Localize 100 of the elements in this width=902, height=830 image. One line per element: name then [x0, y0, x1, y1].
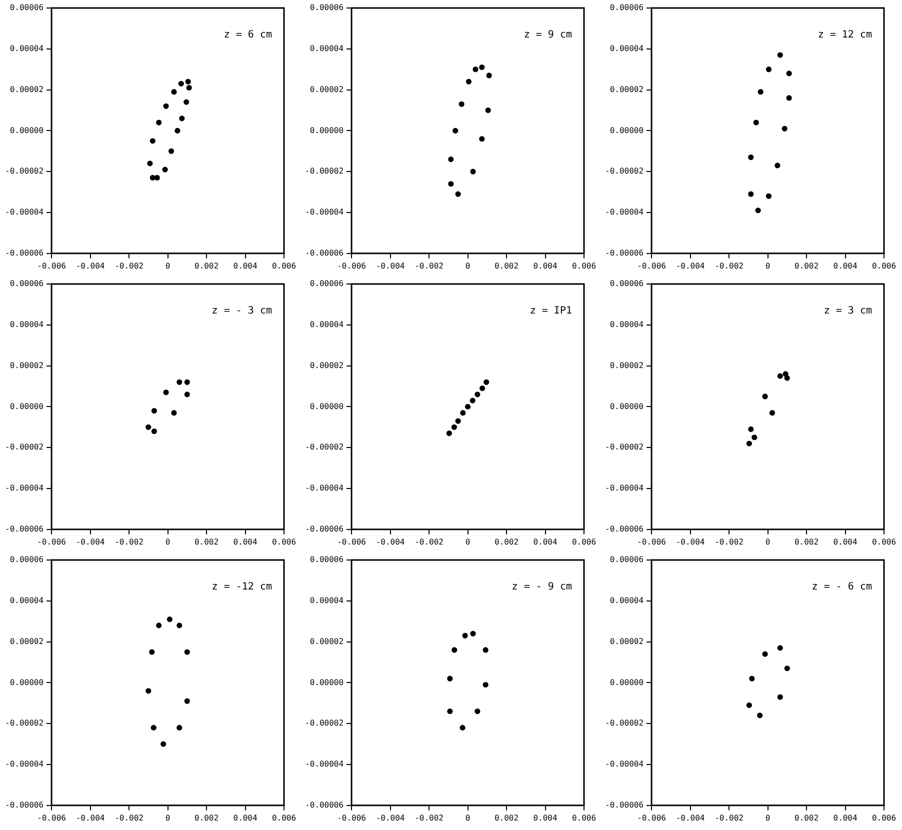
- point: [184, 99, 190, 105]
- y-tick-label: 0.00002: [310, 636, 344, 646]
- point: [479, 385, 486, 392]
- x-tick-label: 0.002: [194, 813, 219, 822]
- y-tick-label: -0.00004: [5, 208, 44, 217]
- x-tick-label: 0.004: [833, 537, 858, 546]
- y-tick-label: -0.00006: [305, 524, 344, 534]
- point: [154, 174, 160, 181]
- x-tick-label: 0.002: [794, 261, 819, 270]
- point: [755, 208, 761, 214]
- point: [163, 390, 169, 396]
- point: [766, 66, 772, 72]
- x-tick-label: -0.004: [76, 537, 105, 546]
- point: [176, 379, 182, 385]
- point: [184, 379, 190, 385]
- point: [786, 95, 792, 101]
- x-tick-label: -0.004: [376, 261, 405, 270]
- point: [782, 371, 788, 377]
- x-tick-label: 0.006: [572, 813, 596, 822]
- point: [147, 160, 153, 166]
- point: [151, 428, 158, 434]
- point: [176, 622, 182, 628]
- x-tick-label: 0: [765, 537, 770, 546]
- point: [472, 66, 478, 72]
- x-tick-label: 0.002: [794, 813, 819, 822]
- y-tick-label: 0.00002: [10, 84, 44, 94]
- point: [146, 424, 152, 430]
- y-tick-label: -0.00002: [605, 718, 644, 728]
- y-tick-label: 0.00004: [610, 44, 644, 53]
- point: [150, 138, 156, 144]
- annotation: z = - 6 cm: [812, 582, 872, 593]
- x-tick-label: 0.004: [233, 537, 258, 546]
- x-tick-label: -0.004: [676, 261, 705, 270]
- point: [474, 708, 480, 714]
- y-tick-label: -0.00002: [5, 718, 44, 728]
- x-tick-label: -0.004: [676, 813, 705, 822]
- x-tick-label: -0.004: [376, 813, 405, 822]
- point: [171, 410, 177, 416]
- annotation: z = - 3 cm: [212, 306, 272, 317]
- point: [485, 107, 491, 114]
- point: [163, 103, 169, 109]
- y-tick-label: 0.00000: [310, 678, 344, 687]
- point: [746, 702, 752, 708]
- point: [486, 72, 492, 78]
- x-tick-label: -0.004: [676, 537, 705, 546]
- x-tick-label: 0.002: [794, 537, 819, 546]
- x-tick-label: -0.002: [114, 813, 144, 822]
- x-tick-label: -0.002: [714, 813, 744, 822]
- x-tick-label: -0.004: [76, 261, 105, 270]
- point: [784, 375, 790, 381]
- x-tick-label: 0.006: [272, 537, 296, 546]
- y-tick-label: 0.00000: [10, 126, 44, 135]
- point: [777, 52, 783, 58]
- point: [448, 181, 454, 187]
- y-tick-label: -0.00004: [5, 484, 44, 493]
- point: [777, 373, 783, 379]
- x-tick-label: -0.002: [414, 261, 444, 270]
- point: [748, 154, 754, 160]
- x-tick-label: -0.004: [76, 813, 105, 822]
- x-tick-label: 0: [465, 537, 470, 546]
- point: [758, 89, 764, 95]
- y-tick-label: 0.00006: [310, 279, 344, 288]
- y-tick-label: 0.00002: [10, 636, 44, 646]
- y-tick-label: 0.00002: [610, 360, 644, 370]
- y-tick-label: -0.00004: [5, 760, 44, 769]
- x-tick-label: 0.002: [494, 813, 519, 822]
- y-tick-label: -0.00004: [305, 208, 344, 217]
- annotation: z = 9 cm: [524, 30, 572, 41]
- x-tick-label: 0: [765, 813, 770, 822]
- annotation: z = -12 cm: [212, 582, 272, 593]
- point: [146, 688, 152, 694]
- point: [156, 622, 162, 628]
- point: [171, 89, 177, 95]
- x-tick-label: -0.002: [714, 261, 744, 270]
- point: [749, 676, 755, 682]
- y-tick-label: 0.00000: [310, 402, 344, 411]
- y-tick-label: 0.00000: [610, 678, 644, 687]
- y-tick-label: -0.00002: [5, 442, 44, 452]
- point: [160, 741, 166, 747]
- y-tick-label: 0.00004: [610, 320, 644, 329]
- point: [162, 166, 168, 172]
- point: [753, 120, 759, 126]
- y-tick-label: -0.00006: [605, 524, 644, 534]
- point: [757, 712, 763, 718]
- point: [150, 174, 156, 181]
- x-tick-label: 0.004: [233, 261, 258, 270]
- x-tick-label: 0: [465, 261, 470, 270]
- point: [452, 647, 458, 653]
- point: [766, 193, 772, 199]
- x-tick-label: 0: [165, 261, 170, 270]
- point: [451, 424, 458, 430]
- x-tick-label: 0.002: [494, 537, 519, 546]
- x-tick-label: -0.006: [337, 261, 366, 270]
- point: [149, 649, 155, 655]
- point: [746, 440, 752, 446]
- point: [470, 630, 476, 636]
- x-tick-label: -0.002: [414, 537, 444, 546]
- y-tick-label: 0.00004: [10, 596, 44, 605]
- x-tick-label: 0.004: [833, 261, 858, 270]
- point: [460, 724, 466, 730]
